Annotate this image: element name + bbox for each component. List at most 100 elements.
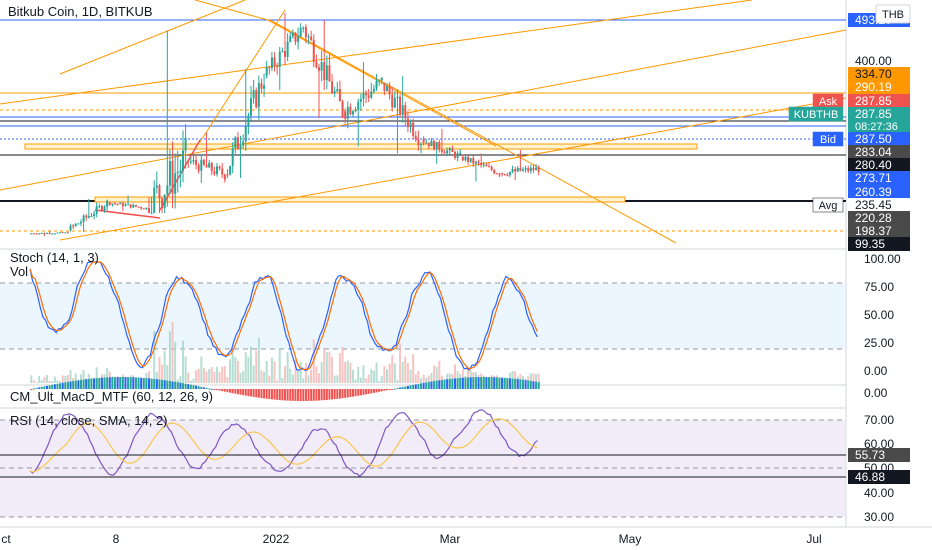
volume-bar [433,365,436,383]
volume-bar [385,369,389,383]
candle-body [417,139,420,146]
macd-bar [503,377,506,389]
candle-body [132,204,135,208]
candle-body [537,167,540,172]
volume-bar [514,371,517,383]
macd-bar [189,384,192,389]
macd-bar [516,379,519,389]
price-label[interactable]: 287.85 [855,107,892,121]
candle-body [456,153,459,158]
volume-bar [283,366,287,383]
macd-bar [511,378,514,389]
macd-bar [325,389,328,400]
rsi-tick: 40.00 [864,486,894,500]
macd-bar [508,378,511,389]
volume-bar [231,348,234,383]
candle-body [51,233,54,235]
volume-bar [372,370,375,383]
candle-body [409,122,412,127]
macd-bar [388,389,391,390]
macd-bar [113,377,117,389]
volume-bar [425,377,428,383]
candle-body [448,148,451,151]
trendline-red-flat[interactable] [94,209,161,219]
price-label[interactable]: 400.00 [855,54,892,68]
candle-body [370,91,373,98]
candle-body [153,187,156,214]
candle-body [425,142,428,144]
zone-upper[interactable] [24,143,698,150]
candle-body [451,148,454,152]
time-axis[interactable]: ct 8 2022 Mar May Jul [1,532,821,546]
price-label[interactable]: 198.37 [855,224,892,238]
price-label-bg [848,198,910,212]
volume-bar [341,347,344,383]
macd-bar [77,380,80,389]
volume-bar [155,372,158,383]
candle-body [121,202,124,207]
candle-body [535,167,538,171]
volume-bar [291,374,294,383]
macd-bar [357,389,360,396]
price-tag-bg [788,106,844,122]
stoch-tick: 50.00 [864,308,894,322]
candle-body [236,137,239,150]
price-label[interactable]: 280.40 [855,158,892,172]
rsi-value-label: 55.73 [855,448,885,462]
price-label[interactable]: 235.45 [855,198,892,212]
candle-body [64,232,67,234]
trendline-top-left[interactable] [194,0,269,21]
trendline-channel-low[interactable] [59,97,847,241]
trendline-channel-mid[interactable] [0,29,847,191]
volume-bar [106,368,109,383]
trendline-rise[interactable] [199,9,286,143]
macd-bar [192,385,195,389]
volume-bar [281,377,284,383]
volume-bar [30,375,33,383]
volume-bar [438,360,441,383]
trendline-down[interactable] [269,19,677,244]
volume-bar [163,350,166,383]
price-label-bg [848,67,910,81]
macd-bar [315,389,318,401]
macd-bar [74,380,77,389]
trendline-channel-top[interactable] [0,0,753,105]
macd-bar [448,378,451,389]
candle-body [372,88,375,92]
volume-bar [166,365,169,383]
price-label[interactable]: 99.35 [855,237,885,251]
volume-bar [357,366,360,383]
time-tick: ct [1,532,11,546]
volume-bar [406,363,409,383]
volume-bar [242,371,245,383]
macd-bar [359,389,362,396]
price-label[interactable]: 287.85 [855,94,892,108]
price-label[interactable]: 287.50 [855,132,892,146]
zone-lower[interactable] [94,196,626,203]
currency-badge[interactable] [875,4,911,24]
price-label[interactable]: 260.39 [855,185,892,199]
volume-bar [197,368,200,383]
candle-body [140,207,143,209]
volume-bar [61,375,64,383]
candle-body [48,232,51,234]
price-label[interactable]: 283.04 [855,145,892,159]
volume-bar [161,364,164,383]
candle-body [192,160,195,162]
volume-bar [87,373,90,383]
trendline-a[interactable] [59,0,246,75]
price-label[interactable]: 273.71 [855,171,892,185]
price-label[interactable]: 220.28 [855,211,892,225]
volume-bar [200,356,203,383]
price-label[interactable]: 290.19 [855,80,892,94]
price-label[interactable]: 334.70 [855,67,892,81]
rsi-title: RSI (14, close, SMA, 14, 2) [10,413,168,428]
macd-bar [179,382,182,389]
candle-body [242,141,245,146]
macd-bar [205,387,208,389]
macd-bar [111,377,114,389]
volume-bar [286,351,289,383]
price-axis[interactable]: 493.10400.00334.70290.19287.85Ask287.850… [0,13,910,524]
macd-bar [64,382,67,389]
